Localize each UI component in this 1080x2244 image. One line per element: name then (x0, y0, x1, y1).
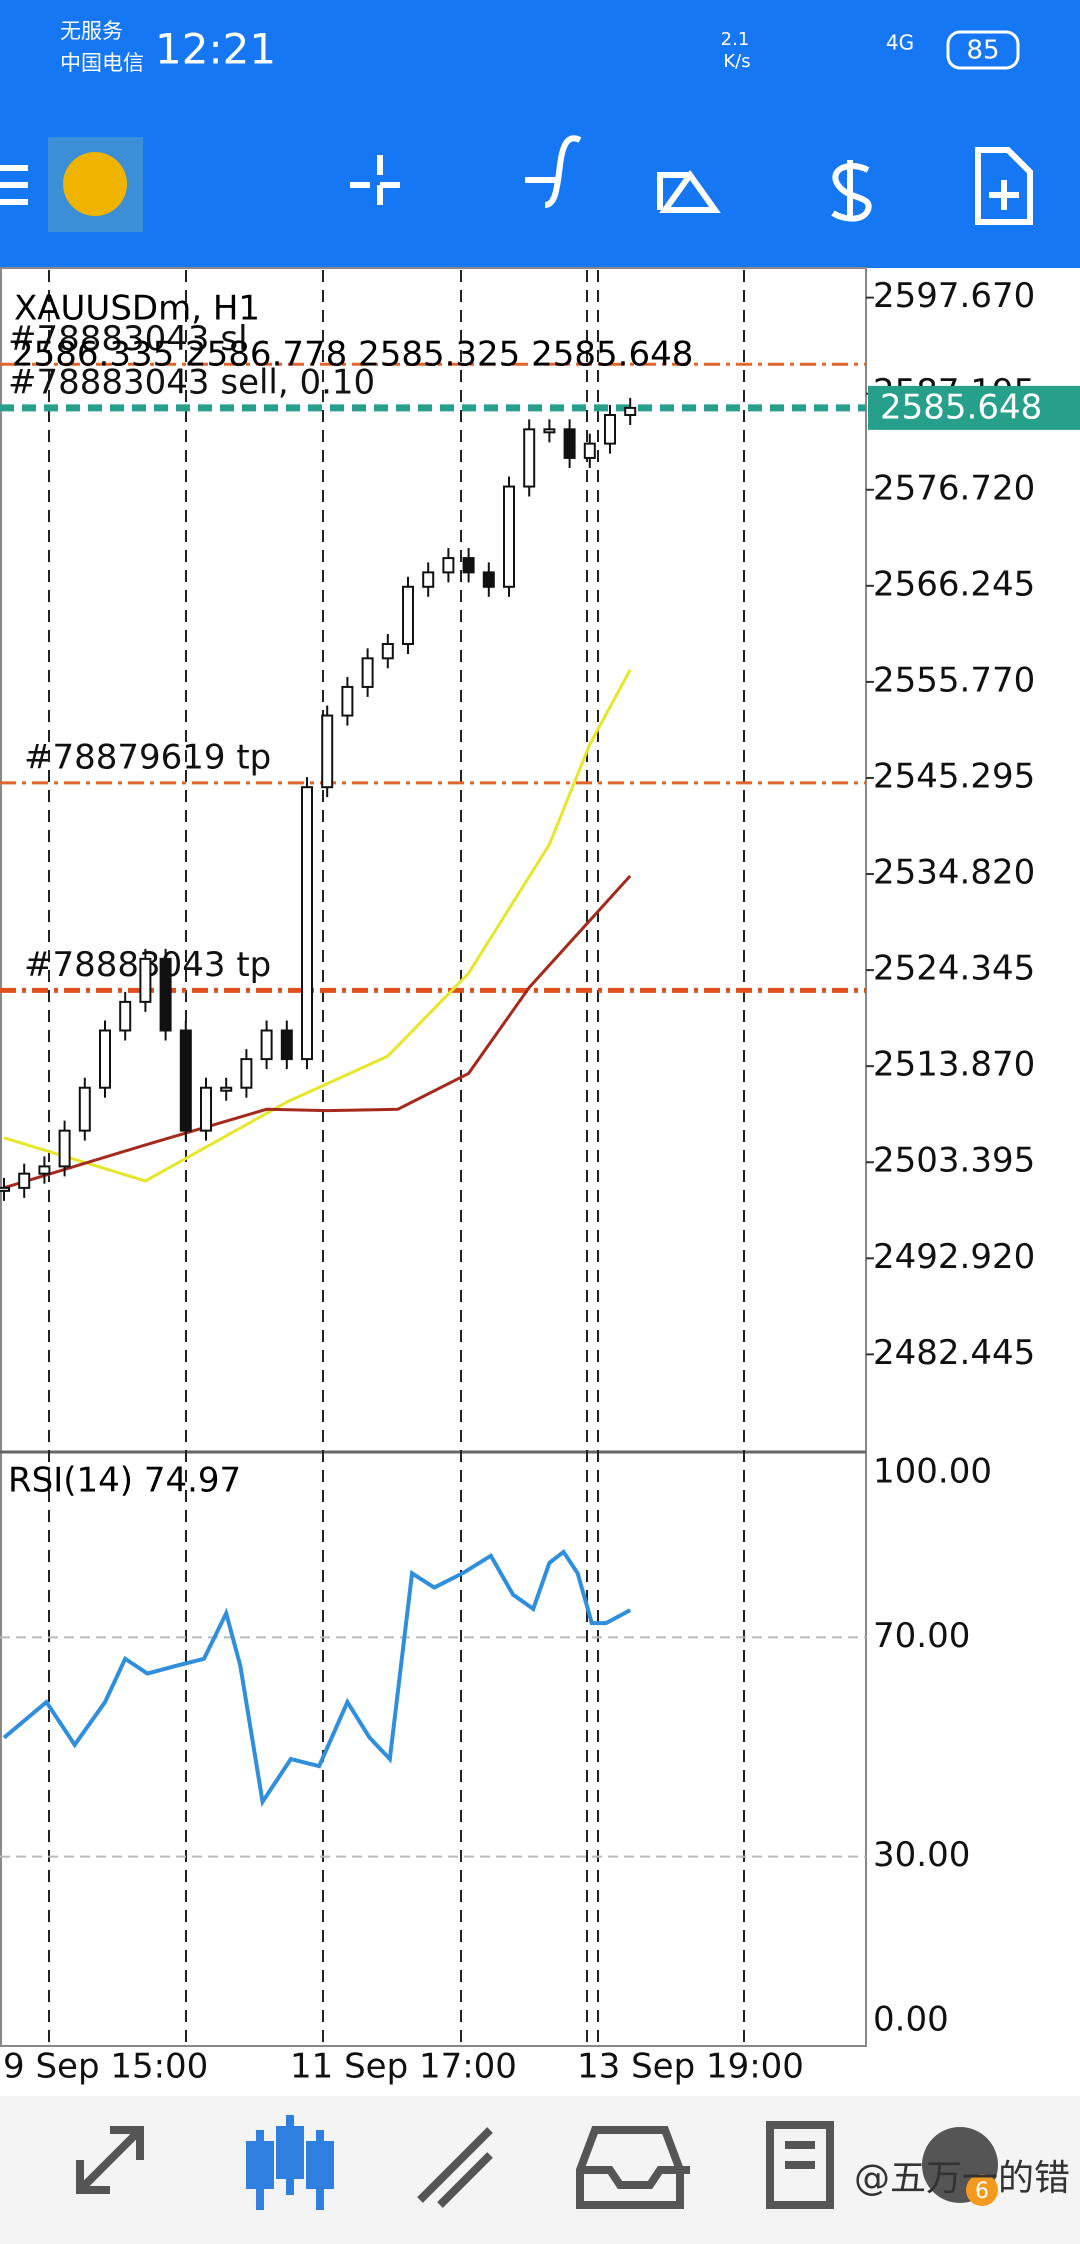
candle-body (0, 1186, 10, 1192)
y-tick-label: 2492.920 (873, 1237, 1035, 1277)
y-tick-label: 2555.770 (873, 660, 1035, 700)
order-label: #78883043 sl (8, 319, 248, 359)
y-tick-label: 0.00 (873, 2000, 949, 2040)
candle-body (220, 1086, 233, 1092)
trade-icon[interactable] (831, 160, 872, 222)
candle-body (301, 786, 313, 1061)
y-tick-label: 2566.245 (873, 564, 1035, 604)
price-label: 2585.648 (880, 387, 1042, 427)
carrier: 中国电信 (60, 51, 144, 75)
y-tick-label: 2576.720 (873, 468, 1035, 508)
rsi-title: RSI(14) 74.97 (8, 1461, 241, 1501)
candle-body (200, 1086, 212, 1132)
chart-layer: 2597.6702587.1952576.7202566.2452555.770… (0, 270, 1080, 2087)
rsi-line (2, 1549, 632, 1808)
nav-chart[interactable] (246, 2115, 334, 2210)
candle-body (18, 1172, 31, 1189)
candle-body (583, 442, 596, 459)
x-tick-label: 11 Sep 17:00 (290, 2047, 517, 2087)
clock: 12:21 (155, 25, 276, 74)
order-label: #78883043 sell, 0.10 (8, 362, 375, 402)
candle-body (260, 1029, 273, 1061)
candle-body (563, 428, 576, 459)
symbol-title: XAUUSDm, H1 (14, 289, 260, 329)
candle-body (58, 1129, 71, 1168)
candle-body (78, 1086, 91, 1132)
y-tick-label: 2545.295 (873, 756, 1035, 796)
speed-unit: K/s (723, 51, 750, 72)
candle-body (422, 571, 435, 588)
y-tick-label: 2597.670 (873, 276, 1035, 316)
battery (946, 30, 1020, 70)
candle-body (119, 1000, 132, 1032)
candle-body (624, 406, 637, 417)
price-box (868, 385, 1080, 430)
candle-body (381, 643, 394, 660)
plot-frame (0, 267, 867, 2047)
badge-bg (966, 2174, 998, 2206)
candle-body (482, 571, 495, 588)
y-tick-label: 100.00 (873, 1452, 992, 1492)
app-logo-mark (63, 152, 127, 216)
y-tick-label: 30.00 (873, 1835, 970, 1875)
candle-body (402, 585, 414, 646)
candle-body (321, 714, 334, 789)
candle-body (604, 414, 616, 445)
objects-icon[interactable] (657, 169, 721, 213)
nav-icons (76, 2115, 834, 2210)
candle-body (361, 657, 374, 688)
x-tick-label: 13 Sep 19:00 (577, 2047, 804, 2087)
speed: 2.1 (721, 29, 750, 50)
crosshair-icon[interactable] (350, 155, 410, 215)
header-bg (0, 0, 1080, 268)
nav-history[interactable] (576, 2126, 690, 2209)
bottom-nav (0, 2096, 1080, 2244)
y-tick-label: 2534.820 (873, 853, 1035, 893)
network: 4G (886, 31, 914, 55)
carrier: 无服务 (60, 19, 123, 43)
moving-average (3, 669, 632, 1183)
candle-body (240, 1058, 253, 1089)
order-label: #78879619 tp (24, 737, 271, 777)
y-tick-label: 2482.445 (873, 1333, 1035, 1373)
candle-body (139, 957, 152, 1003)
battery-level: 85 (966, 36, 999, 66)
y-tick-label: 2524.345 (873, 949, 1035, 989)
y-tick-label: 70.00 (873, 1616, 970, 1656)
nav-messages[interactable] (766, 2121, 834, 2209)
candle-body (503, 485, 515, 588)
moving-average (3, 874, 632, 1190)
y-tick-label: 2513.870 (873, 1045, 1035, 1085)
nav-trade[interactable] (417, 2127, 493, 2208)
candle-body (179, 1029, 192, 1132)
candle-body (99, 1029, 111, 1089)
menu-icon[interactable] (0, 165, 28, 205)
toolbar (0, 135, 1033, 232)
badge: 6 (975, 2179, 989, 2204)
candle-body (462, 557, 475, 574)
candle-body (38, 1165, 51, 1175)
candle-body (159, 957, 172, 1032)
y-tick-label: 2503.395 (873, 1141, 1035, 1181)
candle-body (341, 685, 354, 717)
indicator-icon[interactable] (525, 135, 582, 208)
candle-body (442, 557, 455, 574)
candle-body (523, 428, 536, 488)
new-order-icon[interactable] (975, 147, 1033, 225)
candle-body (543, 428, 556, 434)
candle-body (280, 1029, 293, 1061)
ohlc: 2586.335 2586.778 2585.325 2585.648 (12, 335, 693, 375)
watermark: @五万一的错 (854, 2158, 1070, 2199)
x-tick-label: 9 Sep 15:00 (3, 2047, 208, 2087)
nav-quotes[interactable] (76, 2126, 144, 2194)
